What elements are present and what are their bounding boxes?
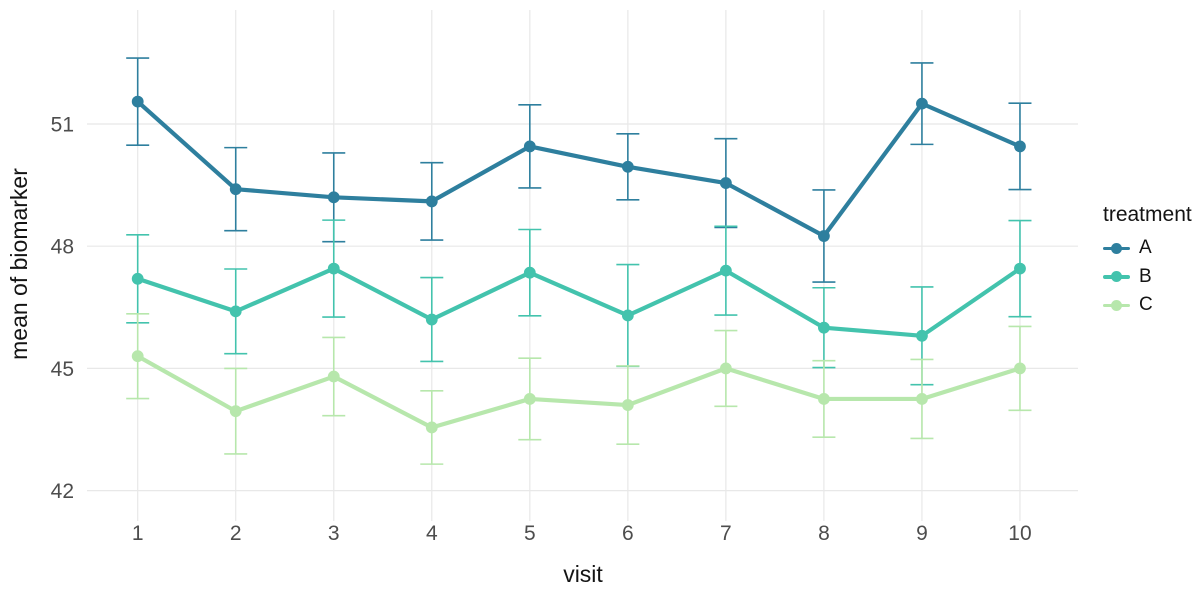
y-tick-label: 51 [51, 114, 74, 137]
legend-key-dot [1111, 242, 1122, 254]
y-tick-label: 42 [51, 480, 74, 503]
series-line-b [135, 266, 1023, 338]
legend-key-c-icon [1103, 298, 1130, 312]
x-axis-title: visit [563, 561, 603, 587]
data-point-a [327, 191, 340, 204]
x-tick-label: 9 [916, 522, 928, 545]
y-tick-label: 48 [51, 236, 74, 259]
data-point-a [916, 97, 928, 110]
legend-item-a: A [1103, 234, 1192, 263]
data-point-a [1014, 140, 1026, 153]
series-line-c [135, 354, 1023, 430]
data-point-c [916, 393, 928, 405]
x-tick-label: 7 [720, 522, 732, 545]
data-point-b [523, 266, 536, 279]
data-point-b [425, 313, 438, 326]
data-point-c [621, 399, 634, 411]
legend-label-c: C [1139, 294, 1153, 316]
data-point-b [818, 321, 830, 334]
data-point-a [621, 160, 634, 173]
data-point-b [719, 264, 732, 277]
data-point-a [131, 95, 144, 108]
data-point-c [425, 421, 438, 434]
series-line-a [135, 99, 1023, 239]
data-point-a [523, 140, 536, 153]
data-point-c [719, 362, 732, 375]
legend-label-a: A [1139, 237, 1152, 259]
legend-key-dot [1111, 271, 1122, 283]
x-tick-label: 1 [132, 522, 144, 545]
data-point-b [916, 329, 928, 342]
legend-item-c: C [1103, 291, 1192, 320]
data-point-c [327, 370, 340, 383]
data-point-c [1014, 362, 1026, 375]
data-point-a [229, 183, 242, 196]
data-point-c [818, 393, 830, 405]
x-tick-label: 6 [622, 522, 634, 545]
x-tick-label: 4 [426, 522, 438, 545]
data-point-c [229, 405, 242, 418]
data-point-a [719, 177, 732, 189]
legend-item-b: B [1103, 263, 1192, 292]
data-point-b [229, 305, 242, 318]
data-point-a [818, 230, 830, 242]
data-point-c [523, 393, 536, 405]
data-point-b [621, 309, 634, 322]
legend-label-b: B [1139, 265, 1152, 287]
legend-title: treatment [1103, 203, 1192, 226]
legend: treatment A B C [1103, 203, 1192, 320]
legend-key-b-icon [1103, 270, 1130, 284]
data-point-b [131, 272, 144, 285]
data-point-c [131, 350, 144, 363]
legend-key-a-icon [1103, 241, 1130, 255]
data-point-b [1014, 262, 1026, 275]
y-axis-title: mean of biomarker [6, 168, 32, 360]
x-tick-label: 2 [230, 522, 242, 545]
legend-key-dot [1111, 299, 1122, 311]
y-tick-label: 45 [51, 358, 74, 381]
x-tick-label: 5 [524, 522, 536, 545]
x-tick-label: 3 [328, 522, 340, 545]
data-point-b [327, 262, 340, 275]
data-point-a [425, 195, 438, 208]
x-tick-label: 8 [818, 522, 830, 545]
x-tick-label: 10 [1008, 522, 1031, 545]
